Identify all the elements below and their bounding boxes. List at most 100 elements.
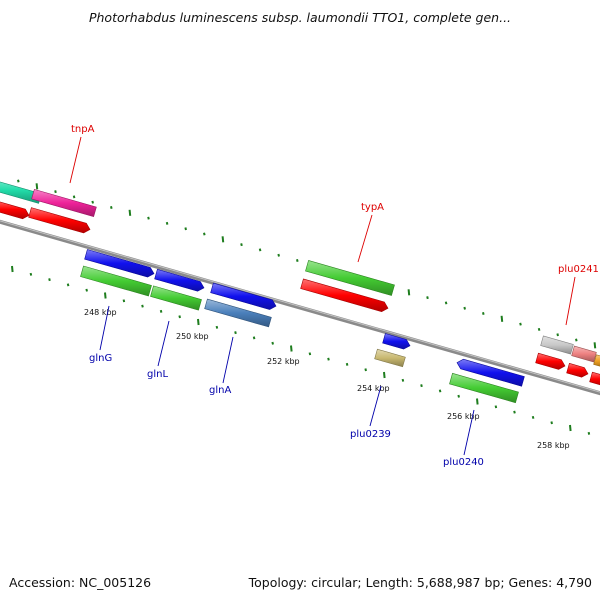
gene-label-leader xyxy=(69,136,82,184)
genome-summary-text: Topology: circular; Length: 5,688,987 bp… xyxy=(248,575,592,590)
gene-label-leader xyxy=(157,320,170,367)
gene-feature xyxy=(150,285,202,311)
minor-tick xyxy=(482,312,485,316)
gene-feature xyxy=(84,249,155,278)
gene-label-tnpA: tnpA xyxy=(71,124,95,135)
genome-backbone xyxy=(0,219,600,396)
gene-feature xyxy=(80,265,152,297)
major-tick xyxy=(407,289,411,296)
gene-feature xyxy=(571,345,597,363)
minor-tick xyxy=(575,338,578,342)
gene-label-glnA: glnA xyxy=(209,385,231,396)
major-tick xyxy=(500,315,504,322)
scale-label: 256 kbp xyxy=(447,412,480,421)
major-tick xyxy=(290,345,293,352)
minor-tick xyxy=(203,232,206,236)
minor-tick xyxy=(48,278,51,282)
minor-tick xyxy=(426,296,429,300)
minor-tick xyxy=(215,325,219,329)
minor-tick xyxy=(258,248,262,252)
minor-tick xyxy=(91,200,94,204)
minor-tick xyxy=(110,206,113,209)
gene-feature xyxy=(589,371,600,386)
gene-feature xyxy=(154,268,205,292)
scale-label: 254 kbp xyxy=(357,384,390,393)
gene-label-leader xyxy=(222,336,234,384)
gene-feature xyxy=(540,335,574,355)
minor-tick xyxy=(66,283,70,287)
gene-label-glnL: glnL xyxy=(147,369,168,380)
gene-feature xyxy=(449,372,519,404)
gene-label-leader xyxy=(369,385,382,427)
gene-feature xyxy=(382,333,411,350)
major-tick xyxy=(383,371,386,379)
minor-tick xyxy=(513,410,516,414)
minor-tick xyxy=(401,378,405,382)
gene-label-leader xyxy=(357,214,373,263)
gene-label-plu0240: plu0240 xyxy=(443,457,484,468)
gene-label-plu0241: plu0241 xyxy=(558,264,599,275)
scale-label: 250 kbp xyxy=(176,332,209,341)
gene-feature xyxy=(300,278,389,312)
accession-text: Accession: NC_005126 xyxy=(9,575,152,590)
minor-tick xyxy=(240,243,243,247)
lower-tick-row xyxy=(11,265,591,435)
minor-tick xyxy=(457,394,460,398)
gene-feature xyxy=(374,348,406,368)
minor-tick xyxy=(550,421,553,425)
minor-tick xyxy=(345,362,349,366)
gene-label-leader xyxy=(463,409,475,456)
major-tick xyxy=(593,342,597,349)
minor-tick xyxy=(271,341,274,345)
minor-tick xyxy=(420,384,423,388)
gene-label-leader xyxy=(99,305,110,351)
scale-label: 248 kbp xyxy=(84,308,117,317)
minor-tick xyxy=(463,306,466,310)
gene-feature xyxy=(204,298,272,328)
minor-tick xyxy=(159,309,163,313)
gene-feature xyxy=(0,181,42,204)
minor-tick xyxy=(587,431,591,435)
genome-backbone-highlight xyxy=(0,220,600,393)
major-tick xyxy=(128,209,132,216)
gene-feature xyxy=(566,362,589,378)
minor-tick xyxy=(17,179,20,183)
gene-feature xyxy=(456,358,525,387)
major-tick xyxy=(569,424,572,432)
minor-tick xyxy=(438,389,442,393)
gene-label-plu0239: plu0239 xyxy=(350,429,391,440)
minor-tick xyxy=(327,357,330,361)
minor-tick xyxy=(531,415,535,419)
minor-tick xyxy=(178,315,181,319)
major-tick xyxy=(476,398,479,405)
minor-tick xyxy=(364,368,367,372)
minor-tick xyxy=(141,304,144,308)
minor-tick xyxy=(165,221,169,225)
gene-label-glnG: glnG xyxy=(89,353,112,364)
gene-feature xyxy=(210,282,277,310)
gene-feature xyxy=(0,201,30,220)
major-tick xyxy=(197,318,200,326)
map-title: Photorhabdus luminescens subsp. laumondi… xyxy=(88,10,512,25)
gene-feature xyxy=(305,260,395,296)
gene-label-leader xyxy=(565,276,576,326)
minor-tick xyxy=(519,322,522,326)
major-tick xyxy=(104,292,107,299)
minor-tick xyxy=(184,227,187,231)
minor-tick xyxy=(234,331,237,335)
major-tick xyxy=(11,265,14,273)
major-tick xyxy=(221,236,225,243)
minor-tick xyxy=(296,259,299,262)
minor-tick xyxy=(122,299,126,303)
minor-tick xyxy=(85,288,88,292)
minor-tick xyxy=(147,216,150,220)
minor-tick xyxy=(556,333,559,337)
minor-tick xyxy=(277,253,280,257)
minor-tick xyxy=(252,336,256,340)
minor-tick xyxy=(72,195,76,199)
minor-tick xyxy=(537,327,541,331)
gene-label-typA: typA xyxy=(361,202,384,213)
gene-feature xyxy=(31,188,97,218)
minor-tick xyxy=(29,272,33,276)
